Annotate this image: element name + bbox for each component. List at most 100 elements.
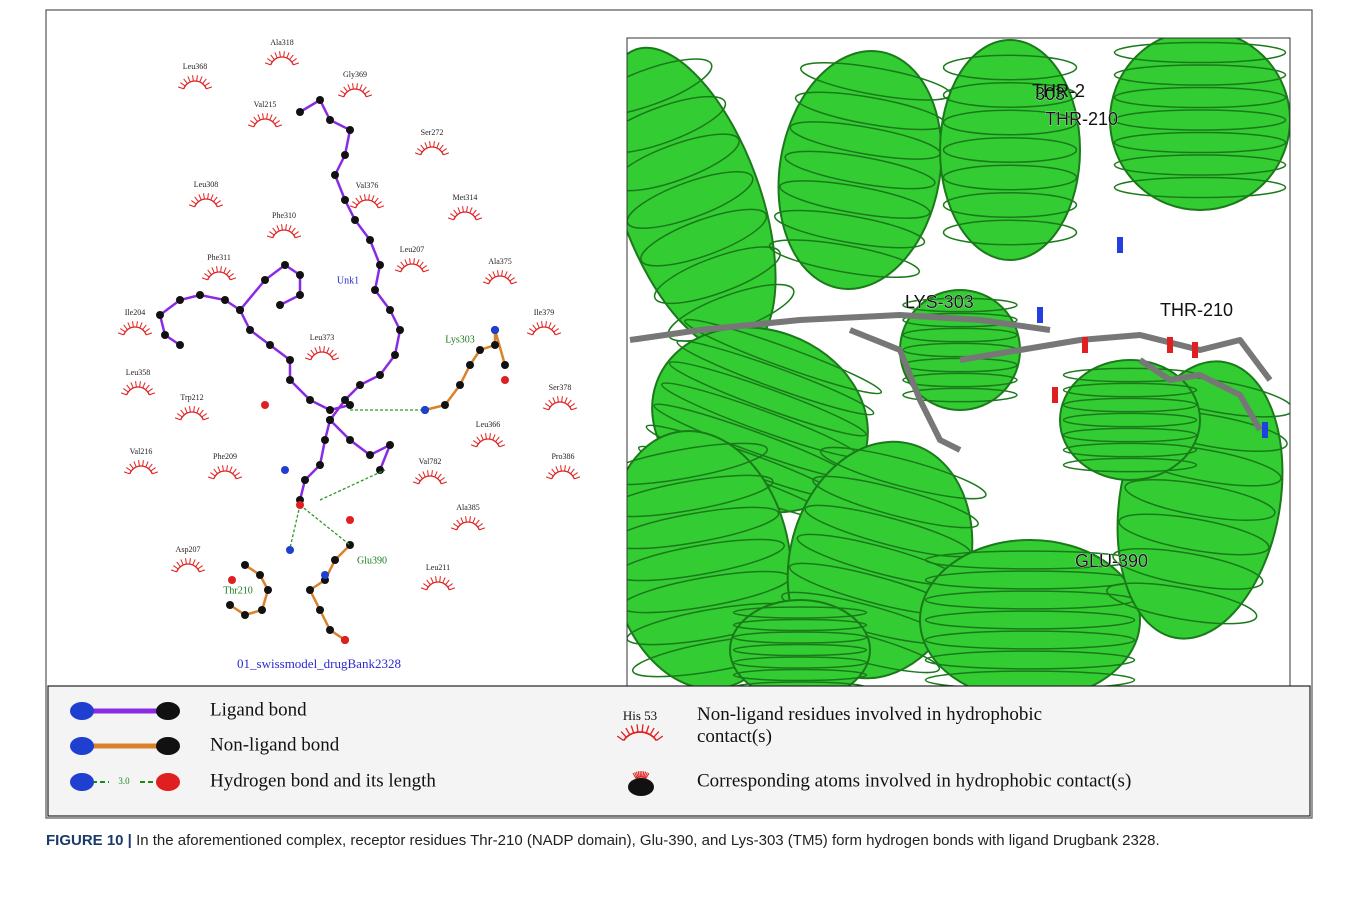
oxygen (1192, 342, 1198, 358)
helix (730, 600, 870, 700)
atom (261, 401, 269, 409)
atom (241, 611, 249, 619)
caption: FIGURE 10 | In the aforementioned comple… (46, 830, 1306, 852)
atom (346, 436, 354, 444)
atom (246, 326, 254, 334)
atom (196, 291, 204, 299)
residue-label: Ser378 (549, 383, 572, 392)
atom (226, 601, 234, 609)
ligplot-title: 01_swissmodel_drugBank2328 (237, 656, 401, 671)
atom (391, 351, 399, 359)
atom (341, 151, 349, 159)
atom (331, 556, 339, 564)
atom (316, 606, 324, 614)
atom (221, 296, 229, 304)
legend-atom (628, 778, 654, 796)
residue-label: Pro386 (551, 452, 574, 461)
caption-label: FIGURE 10 | (46, 832, 132, 849)
residue-label: Ala318 (270, 38, 294, 47)
helix (1110, 30, 1290, 210)
oxygen (1167, 337, 1173, 353)
helix (940, 40, 1080, 260)
residue-label: THR-2 (1032, 81, 1085, 101)
atom (466, 361, 474, 369)
atom (301, 476, 309, 484)
atom (346, 401, 354, 409)
atom (501, 361, 509, 369)
hbond-residue-label: Lys303 (445, 334, 474, 345)
legend-label: Ligand bond (210, 699, 307, 720)
atom (316, 96, 324, 104)
atom (321, 571, 329, 579)
atom (371, 286, 379, 294)
oxygen (1082, 337, 1088, 353)
atom (341, 196, 349, 204)
legend-label-line: Non-ligand residues involved in hydropho… (697, 704, 1042, 725)
residue-label: Ile204 (125, 308, 145, 317)
structure-panel: 303THR-210LYS-303THR-210GLU-390THR-2 (569, 26, 1303, 704)
legend-label: Hydrogen bond and its length (210, 770, 436, 791)
atom (228, 576, 236, 584)
atom (396, 326, 404, 334)
residue-label: Phe310 (272, 211, 296, 220)
residue-label: Trp212 (180, 393, 203, 402)
nitrogen (1037, 307, 1043, 323)
atom (376, 371, 384, 379)
hbond-residue-label: Glu390 (357, 555, 387, 566)
atom (376, 261, 384, 269)
residue-label: Leu368 (183, 62, 207, 71)
legend-atom (156, 737, 180, 755)
atom (346, 126, 354, 134)
atom (264, 586, 272, 594)
atom (286, 546, 294, 554)
atom (276, 301, 284, 309)
residue-label: THR-210 (1160, 300, 1233, 320)
legend-label: Non-ligand bond (210, 734, 340, 755)
ligand-label: Unk1 (337, 275, 359, 286)
legend-label-line: contact(s) (697, 726, 772, 747)
atom (286, 376, 294, 384)
legend-atom (70, 737, 94, 755)
atom (286, 356, 294, 364)
oxygen (1052, 387, 1058, 403)
atom (356, 381, 364, 389)
atom (296, 108, 304, 116)
atom (236, 306, 244, 314)
residue-label: Val376 (356, 181, 379, 190)
atom (281, 466, 289, 474)
atom (386, 306, 394, 314)
atom (256, 571, 264, 579)
figure: Ala318Leu368Gly369Val215Ser272Leu308Val3… (0, 0, 1357, 825)
atom (321, 436, 329, 444)
residue-label: Asp207 (176, 545, 201, 554)
residue-label: GLU-390 (1075, 551, 1148, 571)
residue-label: Ala385 (456, 503, 480, 512)
atom (491, 326, 499, 334)
atom (156, 311, 164, 319)
residue-label: Leu366 (476, 420, 500, 429)
atom (366, 236, 374, 244)
atom (441, 401, 449, 409)
atom (476, 346, 484, 354)
atom (366, 451, 374, 459)
atom (258, 606, 266, 614)
residue-label: Leu308 (194, 180, 218, 189)
residue-label: Leu207 (400, 245, 424, 254)
residue-label: Val782 (419, 457, 442, 466)
atom (306, 396, 314, 404)
residue-label: THR-210 (1045, 109, 1118, 129)
residue-label: LYS-303 (905, 292, 974, 312)
atom (351, 216, 359, 224)
atom (306, 586, 314, 594)
atom (266, 341, 274, 349)
legend-label: Corresponding atoms involved in hydropho… (697, 770, 1131, 791)
atom (501, 376, 509, 384)
atom (241, 561, 249, 569)
residue-label: Phe209 (213, 452, 237, 461)
atom (326, 116, 334, 124)
legend-atom (70, 773, 94, 791)
legend-example-residue: His 53 (623, 708, 657, 723)
atom (326, 416, 334, 424)
residue-label: Ile379 (534, 308, 554, 317)
legend-atom (70, 702, 94, 720)
